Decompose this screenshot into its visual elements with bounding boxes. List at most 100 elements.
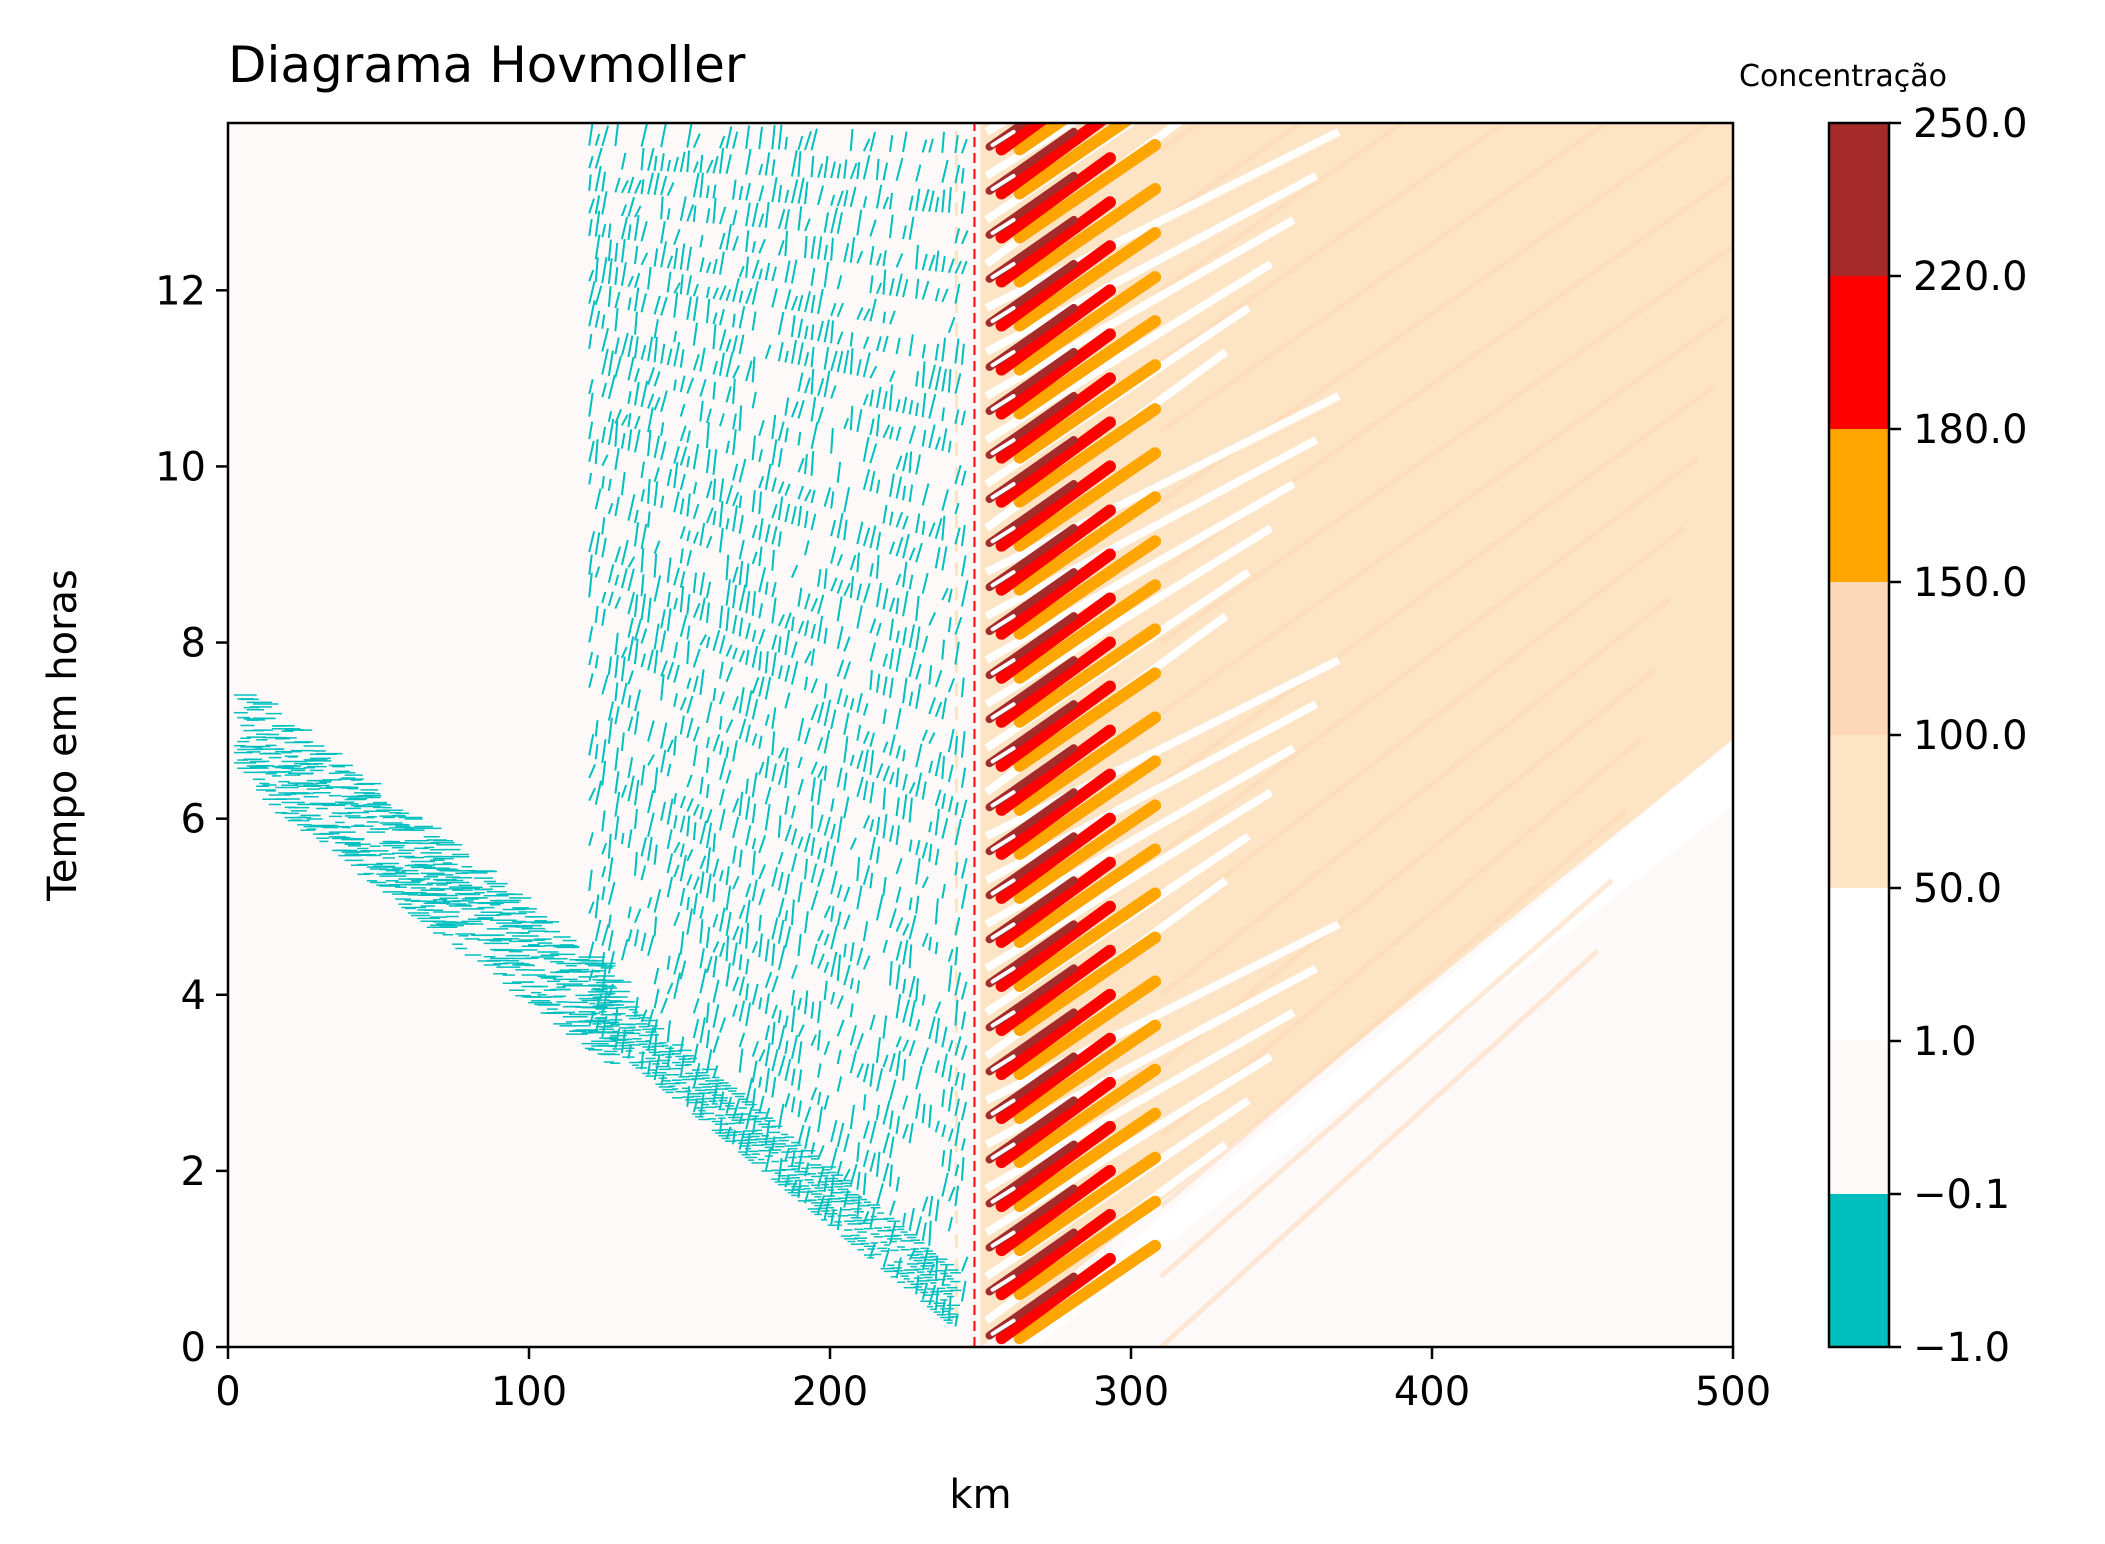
negative-ripple bbox=[719, 308, 725, 326]
negative-ripple bbox=[634, 179, 642, 194]
negative-ripple bbox=[941, 489, 949, 511]
negative-ripple bbox=[875, 184, 883, 209]
negative-ripple bbox=[692, 503, 700, 519]
negative-ripple bbox=[640, 523, 648, 550]
negative-ripple bbox=[862, 749, 869, 773]
negative-ripple bbox=[810, 422, 819, 449]
negative-ripple bbox=[830, 951, 838, 977]
negative-ripple bbox=[869, 618, 877, 634]
negative-ripple bbox=[594, 720, 599, 737]
streak-gap bbox=[984, 656, 1341, 840]
streak-red bbox=[995, 768, 1116, 860]
streak-orange bbox=[1013, 931, 1162, 1036]
negative-ripple bbox=[954, 946, 959, 966]
streak-core bbox=[990, 526, 1016, 544]
negative-ripple bbox=[941, 1124, 947, 1138]
negative-ripple bbox=[921, 635, 929, 653]
negative-ripple bbox=[941, 587, 949, 601]
streak-red bbox=[995, 988, 1116, 1081]
negative-ripple bbox=[928, 936, 932, 951]
negative-ripple bbox=[673, 597, 679, 610]
negative-ripple bbox=[633, 381, 640, 406]
negative-ripple bbox=[954, 1036, 962, 1056]
negative-ripple bbox=[692, 745, 698, 767]
negative-ripple bbox=[934, 436, 941, 450]
negative-ripple bbox=[764, 803, 771, 831]
negative-ripple bbox=[594, 894, 600, 919]
negative-ripple bbox=[666, 853, 674, 874]
negative-ripple bbox=[856, 776, 864, 798]
negative-ripple bbox=[640, 461, 646, 479]
negative-ripple bbox=[751, 850, 756, 876]
negative-ripple bbox=[686, 204, 695, 222]
negative-ripple bbox=[817, 737, 824, 751]
negative-ripple bbox=[797, 1149, 804, 1172]
negative-ripple bbox=[960, 410, 966, 426]
streak-orange bbox=[1013, 315, 1162, 420]
streak-red bbox=[995, 152, 1116, 244]
negative-ripple bbox=[738, 495, 743, 509]
negative-ripple bbox=[875, 582, 882, 608]
negative-ripple bbox=[738, 687, 745, 714]
negative-ripple bbox=[803, 453, 808, 475]
negative-ripple bbox=[856, 359, 862, 376]
negative-ripple bbox=[666, 982, 674, 995]
negative-ripple bbox=[960, 1045, 968, 1061]
streak-gap bbox=[984, 1008, 1296, 1192]
negative-ripple bbox=[673, 693, 678, 708]
colorbar-tick-label: 100.0 bbox=[1913, 713, 2028, 759]
negative-ripple bbox=[947, 965, 953, 992]
negative-ripple bbox=[941, 1026, 948, 1048]
negative-ripple bbox=[784, 761, 790, 789]
negative-ripple bbox=[719, 869, 724, 882]
negative-ripple bbox=[725, 154, 732, 175]
negative-ripple bbox=[751, 591, 756, 616]
negative-ripple bbox=[725, 440, 730, 454]
negative-ripple bbox=[902, 923, 910, 936]
negative-ripple bbox=[817, 847, 823, 860]
negative-ripple bbox=[817, 320, 824, 342]
negative-ripple bbox=[862, 336, 870, 350]
negative-ripple bbox=[588, 626, 594, 643]
negative-ripple bbox=[751, 524, 758, 539]
colorbar-tick-label: −1.0 bbox=[1913, 1325, 2010, 1371]
negative-ripple bbox=[784, 289, 792, 310]
streak-orange bbox=[1013, 447, 1162, 552]
streak-orange bbox=[1013, 1239, 1162, 1345]
streak-core bbox=[990, 922, 1016, 940]
negative-ripple bbox=[954, 1098, 960, 1117]
negative-ripple bbox=[745, 148, 752, 175]
negative-ripple bbox=[777, 945, 786, 971]
negative-ripple bbox=[915, 454, 922, 475]
negative-ripple bbox=[699, 572, 706, 596]
negative-ripple bbox=[817, 185, 825, 206]
negative-ripple bbox=[875, 622, 882, 636]
negative-ripple bbox=[666, 557, 672, 583]
negative-ripple bbox=[640, 1051, 645, 1070]
negative-ripple bbox=[823, 212, 830, 233]
negative-ripple bbox=[777, 614, 785, 627]
negative-ripple bbox=[889, 541, 896, 555]
negative-ripple bbox=[941, 1053, 948, 1078]
negative-ripple bbox=[686, 493, 691, 517]
streak-orange bbox=[1013, 491, 1162, 596]
negative-ripple bbox=[751, 435, 756, 461]
negative-ripple bbox=[810, 805, 815, 829]
negative-ripple bbox=[764, 1067, 770, 1093]
negative-ripple bbox=[810, 368, 815, 395]
negative-ripple bbox=[647, 266, 652, 290]
negative-ripple bbox=[928, 1195, 934, 1217]
negative-ripple bbox=[856, 724, 862, 741]
negative-ripple bbox=[647, 407, 654, 433]
negative-ripple bbox=[640, 344, 647, 360]
negative-ripple bbox=[784, 910, 789, 922]
negative-ripple bbox=[738, 539, 745, 560]
negative-ripple bbox=[719, 691, 725, 705]
negative-ripple bbox=[908, 624, 916, 648]
negative-ripple bbox=[647, 336, 654, 362]
negative-ripple bbox=[647, 754, 655, 766]
negative-ripple bbox=[601, 475, 605, 489]
negative-ripple bbox=[588, 421, 594, 440]
negative-ripple bbox=[902, 677, 908, 704]
negative-ripple bbox=[797, 934, 802, 957]
